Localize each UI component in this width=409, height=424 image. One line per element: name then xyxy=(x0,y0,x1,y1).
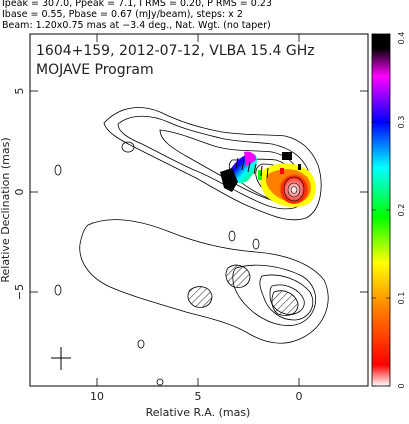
x-tick-5: 5 xyxy=(195,390,202,403)
y-axis-label: Relative Declination (mas) xyxy=(0,137,12,282)
plot-subtitle: MOJAVE Program xyxy=(36,62,154,78)
colorbar-ticks xyxy=(372,33,390,387)
y-tick-0: 0 xyxy=(13,189,26,196)
y-tick-minus5: −5 xyxy=(13,284,26,300)
colorbar-label-0.1: 0.1 xyxy=(397,292,406,305)
plot-frame xyxy=(29,33,369,387)
colorbar-label-0: 0 xyxy=(397,383,406,388)
colorbar-label-0.3: 0.3 xyxy=(397,116,406,129)
y-tick-5: 5 xyxy=(13,88,26,95)
header-line-3: Beam: 1.20x0.75 mas at −3.4 deg., Nat. W… xyxy=(2,20,271,31)
polarization-vectors xyxy=(235,157,269,179)
plot-title: 1604+159, 2012-07-12, VLBA 15.4 GHz xyxy=(36,43,315,59)
colorbar-label-0.4: 0.4 xyxy=(397,32,406,45)
header-line-2: Ibase = 0.55, Pbase = 0.67 (mJy/beam), s… xyxy=(2,9,243,20)
axis-ticks xyxy=(30,34,368,386)
x-tick-10: 10 xyxy=(90,390,104,403)
header-line-1: Ipeak = 307.0, Ppeak = 7.1, I RMS = 0.20… xyxy=(2,0,272,9)
polarized-intensity-map xyxy=(220,151,316,207)
x-axis-label: Relative R.A. (mas) xyxy=(146,406,251,419)
colorbar-label-0.2: 0.2 xyxy=(397,204,406,217)
beam-cross xyxy=(51,347,71,370)
polarization-contours xyxy=(54,219,329,386)
x-tick-0: 0 xyxy=(296,390,303,403)
